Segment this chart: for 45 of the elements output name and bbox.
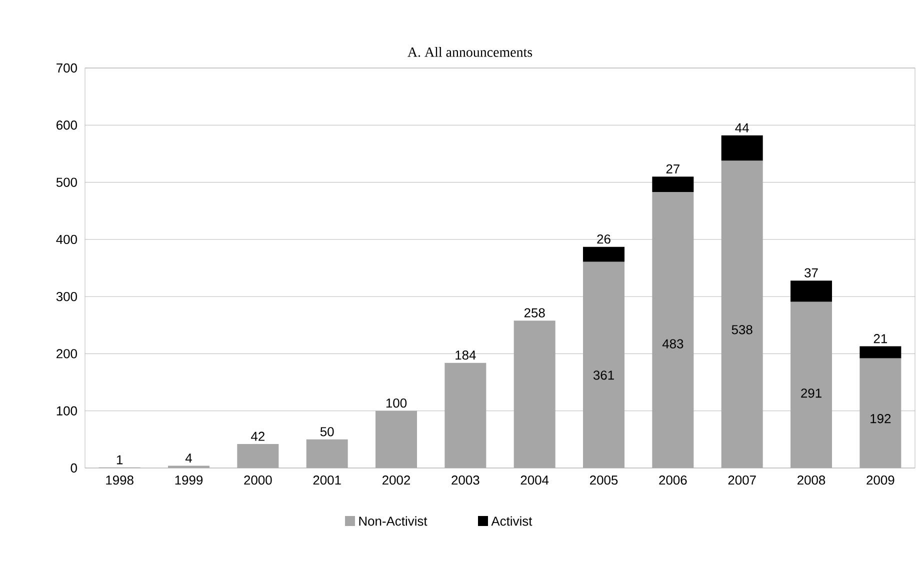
x-tick-label: 2008	[798, 476, 826, 485]
x-tick-label: 2006	[659, 476, 687, 485]
y-tick-label: 700	[56, 63, 77, 73]
bar	[652, 176, 694, 192]
data-label: 258	[524, 308, 545, 318]
y-tick-label: 300	[56, 292, 77, 302]
x-tick-label: 2004	[520, 476, 549, 485]
data-label: 291	[801, 388, 822, 398]
x-tick-label: 2000	[244, 476, 272, 485]
legend-label: Activist	[491, 516, 532, 526]
legend-label: Non-Activist	[359, 516, 428, 526]
x-tick-label: 2002	[382, 476, 410, 485]
y-tick-label: 400	[56, 234, 77, 244]
x-tick-label: 1998	[106, 476, 134, 485]
data-label: 37	[804, 268, 818, 278]
data-label: 50	[320, 427, 334, 436]
data-label: 100	[386, 398, 407, 408]
bar	[790, 280, 832, 302]
y-tick-label: 0	[70, 463, 77, 473]
data-label: 538	[732, 325, 752, 334]
y-tick-label: 100	[56, 406, 77, 416]
data-label: 27	[666, 164, 680, 174]
bar	[583, 246, 625, 262]
chart-title: A. All announcements	[408, 47, 532, 57]
x-tick-label: 2001	[313, 476, 341, 485]
x-tick-label: 2009	[866, 476, 894, 485]
data-label: 26	[597, 234, 610, 244]
data-label: 4	[185, 454, 192, 463]
y-tick-label: 600	[56, 120, 77, 130]
data-label: 184	[456, 350, 476, 360]
x-tick-label: 2005	[590, 476, 618, 485]
y-tick-label: 500	[56, 178, 77, 187]
data-label: 1	[116, 455, 123, 464]
data-label: 42	[251, 432, 264, 441]
data-label: 483	[662, 339, 684, 348]
bar	[860, 346, 902, 358]
data-label: 192	[870, 414, 891, 424]
data-label: 361	[593, 370, 614, 380]
bar	[721, 135, 763, 161]
x-tick-label: 2003	[452, 476, 480, 485]
data-label: 21	[874, 334, 887, 344]
data-label: 44	[735, 123, 749, 132]
y-tick-label: 200	[56, 349, 77, 358]
x-tick-label: 1999	[175, 476, 203, 485]
x-tick-label: 2007	[728, 476, 756, 485]
